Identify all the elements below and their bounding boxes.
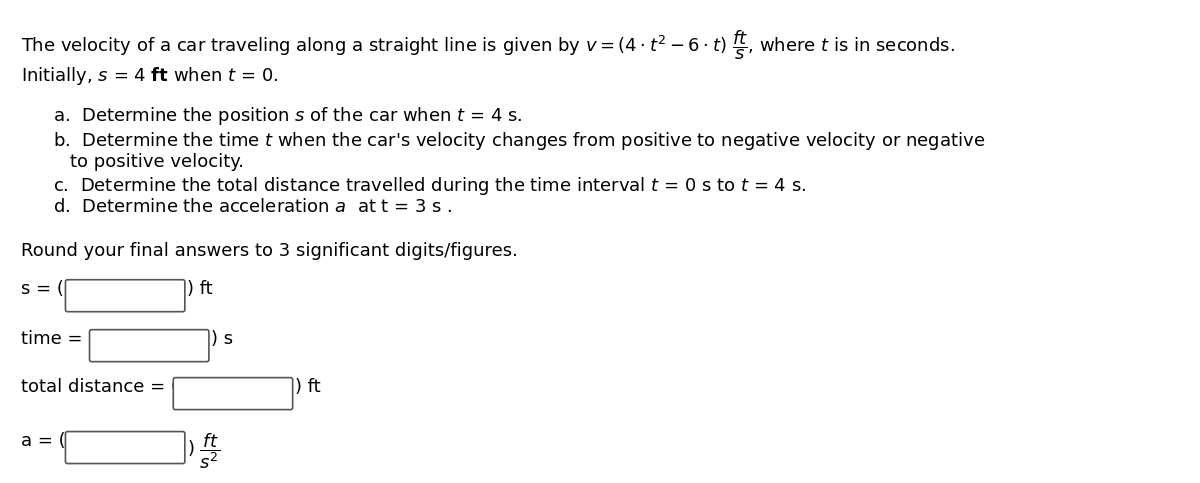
FancyBboxPatch shape — [66, 280, 185, 312]
Text: ) s: ) s — [211, 330, 233, 348]
Text: a.  Determine the position $s$ of the car when $t$ = 4 s.: a. Determine the position $s$ of the car… — [53, 105, 522, 127]
Text: ) ft: ) ft — [294, 378, 320, 396]
Text: ) ft: ) ft — [187, 280, 212, 298]
Text: The velocity of a car traveling along a straight line is given by $v = (4 \cdot : The velocity of a car traveling along a … — [22, 28, 955, 62]
Text: Round your final answers to 3 significant digits/figures.: Round your final answers to 3 significan… — [22, 242, 518, 260]
Text: s = (: s = ( — [22, 280, 64, 298]
Text: c.  Determine the total distance travelled during the time interval $t$ = 0 s to: c. Determine the total distance travelle… — [53, 175, 806, 197]
Text: time = (: time = ( — [22, 330, 96, 348]
Text: d.  Determine the acceleration $a$  at t = 3 s .: d. Determine the acceleration $a$ at t =… — [53, 198, 452, 216]
FancyBboxPatch shape — [66, 432, 185, 464]
Text: b.  Determine the time $t$ when the car's velocity changes from positive to nega: b. Determine the time $t$ when the car's… — [53, 130, 985, 152]
Text: Initially, $s$ = 4 $\bf{ft}$ when $t$ = 0.: Initially, $s$ = 4 $\bf{ft}$ when $t$ = … — [22, 65, 278, 87]
FancyBboxPatch shape — [173, 378, 293, 410]
Text: to positive velocity.: to positive velocity. — [71, 153, 245, 171]
Text: ) $\dfrac{ft}{s^2}$: ) $\dfrac{ft}{s^2}$ — [187, 432, 221, 471]
Text: total distance = (: total distance = ( — [22, 378, 178, 396]
Text: a = (: a = ( — [22, 432, 66, 450]
FancyBboxPatch shape — [90, 330, 209, 362]
